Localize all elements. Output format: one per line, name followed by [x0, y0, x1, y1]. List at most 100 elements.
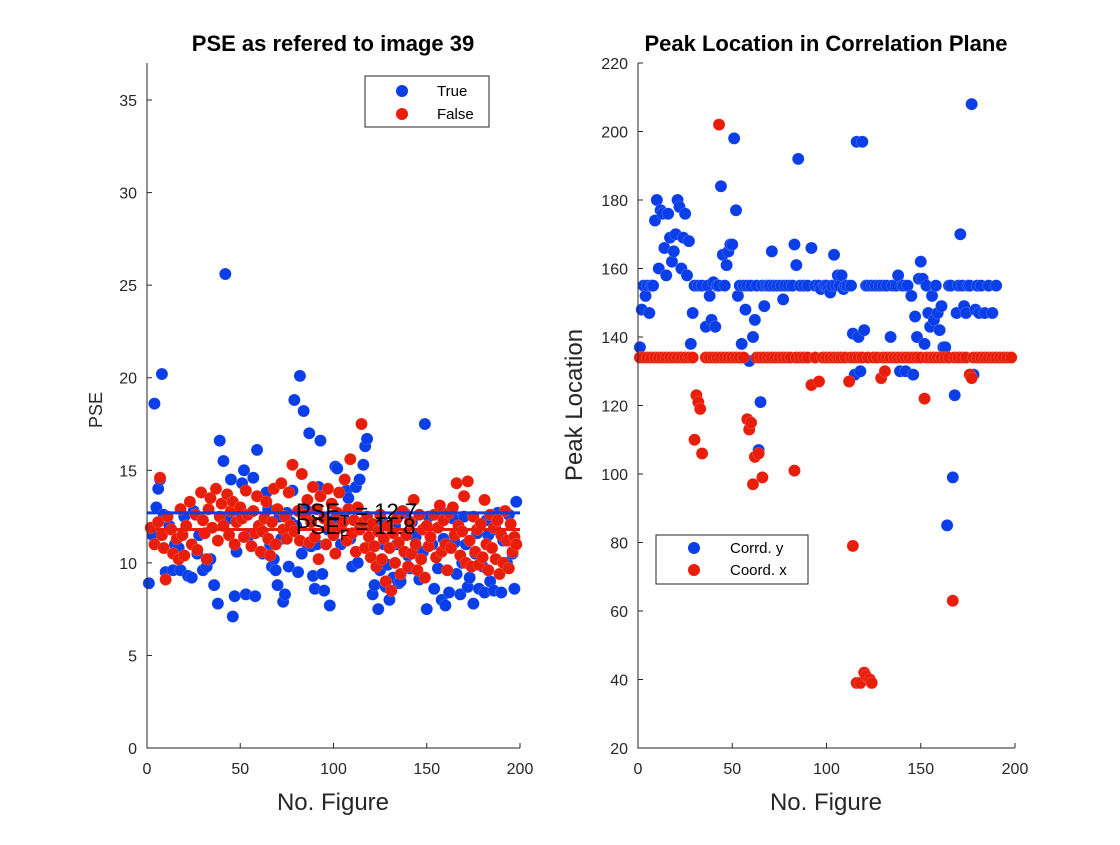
point-corrd-y	[646, 279, 660, 292]
point-false	[301, 493, 314, 507]
point-true	[351, 556, 365, 570]
point-corrd-y	[989, 279, 1003, 292]
point-coord-x	[846, 539, 860, 553]
point-false	[157, 541, 171, 555]
x-tick-label: 0	[634, 761, 643, 778]
point-coord-x	[865, 676, 879, 690]
point-corrd-y	[914, 255, 928, 268]
annotation-pse-true: PSET = 12.7	[296, 499, 417, 529]
point-corrd-y	[746, 330, 760, 344]
point-corrd-y	[854, 364, 867, 378]
y-tick-label: 20	[119, 371, 137, 388]
point-true	[427, 582, 441, 596]
point-false	[228, 538, 241, 551]
left-x-axis-label: No. Figure	[277, 789, 389, 816]
point-corrd-y	[725, 238, 739, 251]
legend-marker-coord-x	[688, 564, 700, 576]
legend-label-coord-x: Coord. x	[730, 562, 787, 579]
point-coord-x	[812, 375, 826, 388]
point-true	[288, 393, 301, 407]
point-false	[295, 467, 309, 481]
y-tick-label: 5	[128, 648, 137, 665]
left-y-axis-label: PSE	[86, 392, 106, 428]
point-false	[375, 552, 389, 566]
annotation-pse-false-subscript: F	[340, 527, 349, 544]
point-false	[377, 532, 391, 546]
point-true	[353, 473, 366, 486]
point-false	[394, 567, 407, 581]
right-x-axis-label: No. Figure	[770, 789, 882, 816]
point-true	[224, 473, 238, 486]
point-corrd-y	[965, 97, 978, 111]
point-false	[502, 562, 516, 575]
point-false	[383, 541, 396, 555]
point-true	[360, 432, 374, 446]
y-tick-label: 20	[610, 741, 628, 758]
point-corrd-y	[856, 135, 869, 149]
point-true	[508, 582, 521, 596]
point-coord-x	[918, 392, 931, 405]
point-corrd-y	[680, 269, 694, 282]
point-coord-x	[688, 433, 701, 447]
x-tick-label: 50	[231, 761, 249, 778]
point-true	[278, 588, 292, 601]
point-corrd-y	[776, 293, 790, 306]
left-legend-box	[364, 75, 490, 128]
point-false	[444, 541, 458, 555]
point-corrd-y	[708, 320, 722, 334]
point-false	[355, 417, 368, 431]
point-true	[357, 458, 370, 472]
point-false	[440, 563, 454, 577]
point-corrd-y	[757, 299, 771, 313]
y-tick-label: 100	[601, 467, 628, 484]
point-false	[274, 476, 288, 490]
point-true	[213, 434, 227, 447]
legend-label-true: True	[437, 83, 467, 100]
y-tick-label: 80	[610, 536, 628, 553]
point-false	[286, 458, 299, 472]
point-coord-x	[756, 471, 769, 484]
annotation-pse-true-subscript: T	[340, 512, 349, 529]
right-y-ticks: 20 40 60 80 100 120 140 160 180 200 220	[601, 56, 643, 758]
point-false	[498, 504, 512, 518]
annotation-pse-false: PSEF = 11.8	[296, 514, 415, 544]
annotation-pse-true-value: = 12.7	[349, 499, 417, 524]
point-true	[495, 586, 508, 599]
point-corrd-y	[659, 269, 673, 282]
y-tick-label: 120	[601, 399, 628, 416]
point-true	[148, 397, 161, 410]
point-corrd-y	[908, 310, 922, 323]
point-false	[194, 486, 208, 499]
point-coord-x	[965, 371, 978, 385]
point-false	[265, 515, 279, 529]
right-data-points	[633, 97, 1018, 690]
point-false	[239, 484, 253, 497]
left-chart-title: PSE as refered to image 39	[192, 31, 474, 56]
point-true	[297, 404, 310, 418]
point-corrd-y	[686, 306, 699, 320]
x-tick-label: 100	[320, 761, 347, 778]
point-corrd-y	[718, 279, 732, 292]
x-tick-label: 50	[723, 761, 741, 778]
legend-label-false: False	[437, 106, 474, 123]
point-false	[245, 539, 258, 553]
point-coord-x	[788, 464, 801, 477]
point-false	[211, 534, 225, 547]
y-tick-label: 40	[610, 673, 628, 690]
point-coord-x	[712, 118, 726, 131]
point-false	[200, 552, 213, 566]
point-corrd-y	[729, 203, 743, 217]
point-true	[269, 563, 282, 577]
x-tick-label: 200	[1002, 761, 1029, 778]
point-false	[379, 575, 393, 588]
point-coord-x	[878, 364, 892, 378]
point-true	[219, 267, 232, 281]
left-y-ticks: 0 5 10 15 20 25 30 35	[119, 93, 152, 758]
point-false	[476, 551, 490, 564]
left-annotations: PSET = 12.7 PSEF = 11.8	[296, 499, 417, 544]
point-false	[282, 486, 296, 499]
y-tick-label: 140	[601, 330, 628, 347]
point-false	[478, 493, 491, 507]
point-corrd-y	[929, 279, 943, 292]
point-false	[269, 538, 282, 551]
